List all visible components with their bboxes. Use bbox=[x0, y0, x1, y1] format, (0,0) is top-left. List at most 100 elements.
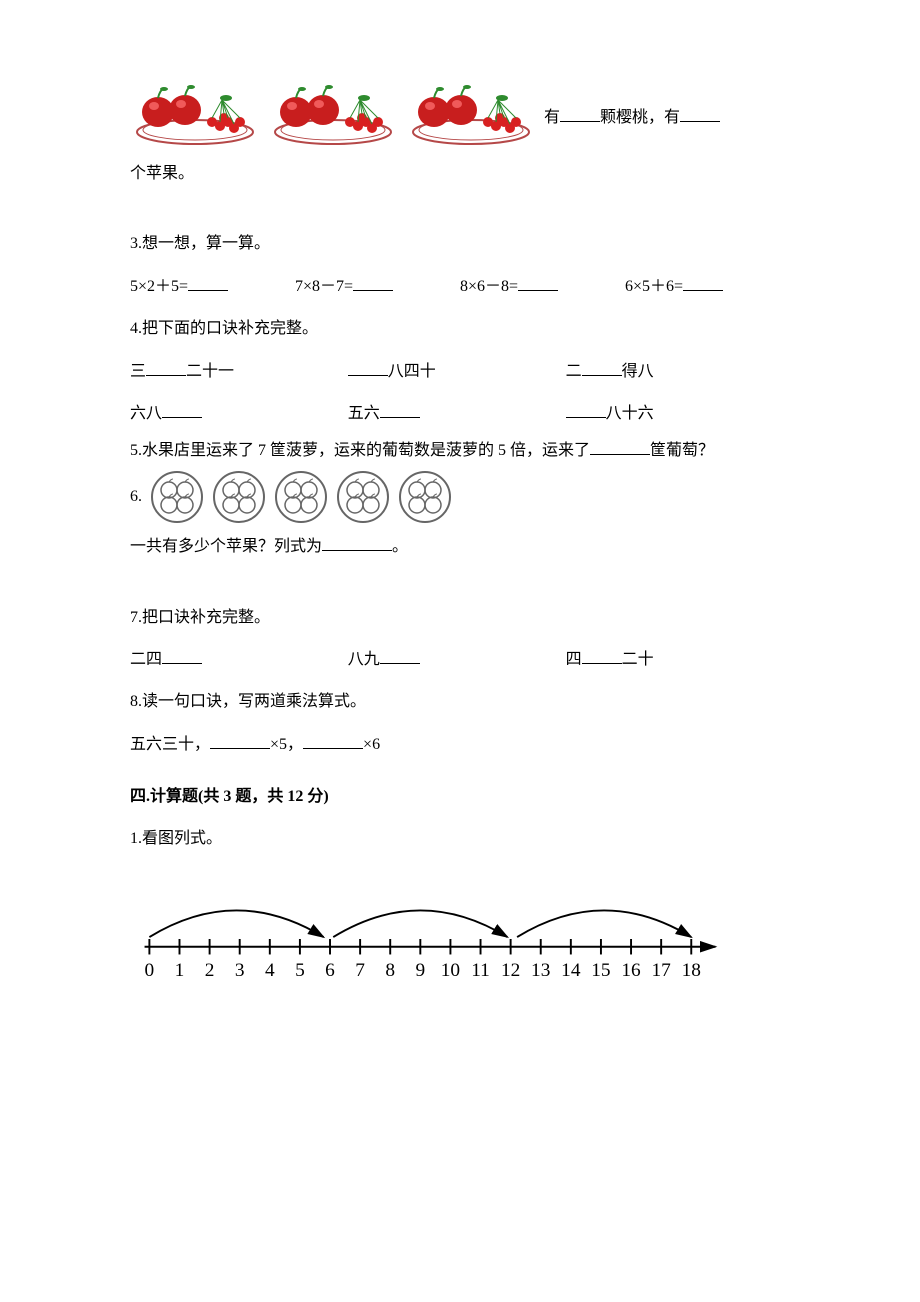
apple-group-icon bbox=[398, 470, 452, 524]
blank bbox=[188, 273, 228, 291]
svg-text:7: 7 bbox=[355, 960, 365, 981]
q3-item: 5×2＋5= bbox=[130, 268, 295, 306]
q3-expr: 8×6－8= bbox=[460, 278, 518, 295]
q7-text: 二四 bbox=[130, 651, 162, 668]
q4-cell: 五六 bbox=[348, 395, 566, 433]
q7-text: 四 bbox=[566, 651, 582, 668]
q3-item: 8×6－8= bbox=[460, 268, 625, 306]
blank bbox=[683, 273, 723, 291]
q2-text-b: 颗樱桃，有 bbox=[600, 109, 680, 126]
svg-text:17: 17 bbox=[651, 960, 671, 981]
svg-text:14: 14 bbox=[561, 960, 581, 981]
fruit-plate-icon bbox=[406, 80, 536, 145]
fruit-plate-icon bbox=[130, 80, 260, 145]
q4-text: 三 bbox=[130, 363, 146, 380]
blank bbox=[162, 646, 202, 664]
svg-text:3: 3 bbox=[235, 960, 245, 981]
svg-text:16: 16 bbox=[621, 960, 641, 981]
svg-text:13: 13 bbox=[531, 960, 550, 981]
blank bbox=[146, 358, 186, 376]
blank bbox=[560, 104, 600, 122]
s4q1-title: 1.看图列式。 bbox=[130, 820, 790, 858]
section4-title: 四.计算题(共 3 题，共 12 分) bbox=[130, 778, 790, 816]
blank bbox=[348, 358, 388, 376]
q3-items: 5×2＋5= 7×8－7= 8×6－8= 6×5＋6= bbox=[130, 268, 790, 306]
blank bbox=[590, 438, 650, 456]
q5-text-a: 5.水果店里运来了 7 筐菠萝，运来的葡萄数是菠萝的 5 倍，运来了 bbox=[130, 442, 590, 459]
q6-text-b: 。 bbox=[392, 538, 408, 555]
svg-text:4: 4 bbox=[265, 960, 275, 981]
number-line-svg: 0123456789101112131415161718 bbox=[130, 879, 730, 985]
q4-text: 得八 bbox=[622, 363, 654, 380]
q7-cell: 四 二十 bbox=[566, 641, 784, 679]
fruit-plate-icon bbox=[268, 80, 398, 145]
number-line: 0123456789101112131415161718 bbox=[130, 879, 730, 1001]
apple-group-icon bbox=[150, 470, 204, 524]
q4-text: 六八 bbox=[130, 405, 162, 422]
q7-title: 7.把口诀补充完整。 bbox=[130, 599, 790, 637]
q8-line: 五六三十， ×5， ×6 bbox=[130, 726, 790, 764]
q5-text-b: 筐葡萄？ bbox=[650, 442, 714, 459]
blank bbox=[582, 358, 622, 376]
q2-text-a: 有 bbox=[544, 109, 560, 126]
q3-expr: 5×2＋5= bbox=[130, 278, 188, 295]
svg-text:0: 0 bbox=[145, 960, 155, 981]
svg-text:12: 12 bbox=[501, 960, 520, 981]
q4-row2: 六八 五六 八十六 bbox=[130, 395, 790, 433]
q4-cell: 三 二十一 bbox=[130, 353, 348, 391]
q4-title: 4.把下面的口诀补充完整。 bbox=[130, 310, 790, 348]
svg-text:8: 8 bbox=[385, 960, 395, 981]
q4-text: 八四十 bbox=[388, 363, 436, 380]
q3-expr: 7×8－7= bbox=[295, 278, 353, 295]
apple-group-icon bbox=[336, 470, 390, 524]
blank bbox=[518, 273, 558, 291]
svg-text:9: 9 bbox=[415, 960, 425, 981]
blank bbox=[210, 731, 270, 749]
q6-text-a: 一共有多少个苹果？列式为 bbox=[130, 538, 322, 555]
q3-item: 6×5＋6= bbox=[625, 268, 790, 306]
q7-row: 二四 八九 四 二十 bbox=[130, 641, 790, 679]
blank bbox=[582, 646, 622, 664]
svg-text:15: 15 bbox=[591, 960, 610, 981]
q4-cell: 二 得八 bbox=[566, 353, 784, 391]
q3-title: 3.想一想，算一算。 bbox=[130, 225, 790, 263]
q7-cell: 八九 bbox=[348, 641, 566, 679]
q7-text: 八九 bbox=[348, 651, 380, 668]
apple-group-icon bbox=[212, 470, 266, 524]
blank bbox=[303, 731, 363, 749]
blank bbox=[353, 273, 393, 291]
q3-expr: 6×5＋6= bbox=[625, 278, 683, 295]
q7-text: 二十 bbox=[622, 651, 654, 668]
q7-cell: 二四 bbox=[130, 641, 348, 679]
q2-text-line1: 有 颗樱桃，有 bbox=[544, 99, 790, 145]
q4-text: 五六 bbox=[348, 405, 380, 422]
q3-item: 7×8－7= bbox=[295, 268, 460, 306]
svg-text:10: 10 bbox=[441, 960, 460, 981]
svg-text:2: 2 bbox=[205, 960, 215, 981]
q4-text: 二十一 bbox=[186, 363, 234, 380]
blank bbox=[680, 104, 720, 122]
q4-cell: 八十六 bbox=[566, 395, 784, 433]
q4-cell: 六八 bbox=[130, 395, 348, 433]
q8-end: ×6 bbox=[363, 736, 380, 753]
q6-line: 一共有多少个苹果？列式为 。 bbox=[130, 528, 790, 566]
blank bbox=[566, 400, 606, 418]
q8-title: 8.读一句口诀，写两道乘法算式。 bbox=[130, 683, 790, 721]
q8-mid: ×5， bbox=[270, 736, 303, 753]
blank bbox=[162, 400, 202, 418]
q2-fruit-row: 有 颗樱桃，有 bbox=[130, 80, 790, 145]
q4-text: 八十六 bbox=[606, 405, 654, 422]
q6-row: 6. bbox=[130, 470, 790, 524]
q8-prefix: 五六三十， bbox=[130, 736, 210, 753]
q2-text-line2: 个苹果。 bbox=[130, 155, 790, 193]
q5-line: 5.水果店里运来了 7 筐菠萝，运来的葡萄数是菠萝的 5 倍，运来了 筐葡萄？ bbox=[130, 437, 790, 466]
svg-text:18: 18 bbox=[682, 960, 701, 981]
blank bbox=[380, 400, 420, 418]
svg-text:5: 5 bbox=[295, 960, 305, 981]
blank bbox=[322, 534, 392, 552]
q4-cell: 八四十 bbox=[348, 353, 566, 391]
blank bbox=[380, 646, 420, 664]
svg-text:11: 11 bbox=[471, 960, 490, 981]
q4-text: 二 bbox=[566, 363, 582, 380]
svg-text:1: 1 bbox=[175, 960, 185, 981]
